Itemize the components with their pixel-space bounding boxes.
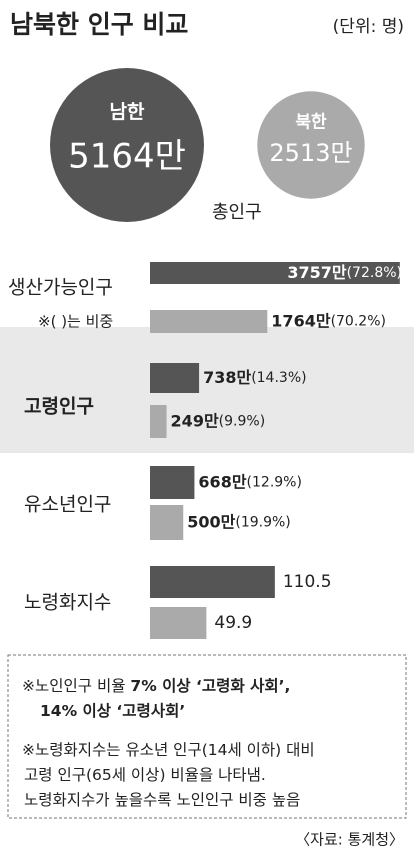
group-label: 고령인구 [24, 396, 94, 418]
note-line: ※노령화지수는 유소년 인구(14세 이하) 대비 [22, 741, 315, 759]
total-caption: 총인구 [212, 202, 262, 223]
note-line: 고령 인구(65세 이상) 비율을 나타냄. [24, 766, 266, 784]
bar [150, 607, 207, 639]
total-name: 북한 [295, 112, 327, 132]
value-text: 668만 [198, 472, 246, 491]
note-line: ※노인인구 비율 7% 이상 ‘고령화 사회’, [22, 676, 290, 695]
value-label: 500만(19.9%) [187, 512, 291, 531]
title: 남북한 인구 비교 [10, 10, 188, 39]
value-text: 1764만 [271, 311, 331, 330]
total-circle [257, 91, 365, 199]
value-text: 3757만 [287, 263, 347, 282]
source: 〈자료: 통계청〉 [295, 831, 404, 849]
share-text: (12.9%) [247, 475, 302, 491]
bar [150, 363, 200, 393]
group-label: 생산가능인구 [8, 277, 113, 299]
total-label: 5164만 [68, 137, 186, 177]
notes-box [7, 654, 407, 819]
unit: (단위: 명) [333, 17, 404, 37]
group-background [0, 327, 414, 453]
value-label: 110.5 [283, 572, 332, 592]
note-run: 노령화지수가 높을수록 노인인구 비중 높음 [24, 791, 300, 809]
note-line: 노령화지수가 높을수록 노인인구 비중 높음 [24, 791, 300, 809]
bar [150, 466, 195, 499]
note-line: 14% 이상 ‘고령사회’ [40, 701, 185, 720]
value-label: 738만(14.3%) [203, 368, 307, 387]
value-text: 738만 [203, 368, 251, 387]
bar [150, 505, 184, 540]
total-circle [50, 68, 204, 222]
share-text: (9.9%) [219, 414, 266, 430]
value-label: 249만(9.9%) [171, 411, 266, 430]
share-text: (14.3%) [251, 370, 306, 386]
note-run: 14% 이상 ‘고령사회’ [40, 701, 185, 720]
share-text: (72.8%) [347, 265, 402, 281]
value-label: 49.9 [214, 613, 252, 633]
bar [150, 262, 400, 284]
total-name: 남한 [110, 101, 145, 123]
value-text: 500만 [187, 512, 235, 531]
value-label: 1764만(70.2%) [271, 311, 386, 330]
note-run: 7% 이상 ‘고령화 사회’, [130, 676, 290, 695]
value-label: 3757만(72.8%) [287, 263, 402, 282]
note-run: ※노인인구 비율 [22, 677, 130, 695]
value-text: 249만 [171, 411, 219, 430]
share-text: (70.2%) [331, 314, 386, 330]
bar [150, 566, 275, 598]
group-label: 유소년인구 [24, 494, 111, 516]
bar [150, 405, 167, 438]
total-label: 2513만 [269, 139, 352, 167]
note-run: 고령 인구(65세 이상) 비율을 나타냄. [24, 766, 266, 784]
group-label: 노령화지수 [24, 592, 111, 614]
share-text: (19.9%) [235, 515, 290, 531]
note-run: ※노령화지수는 유소년 인구(14세 이하) 대비 [22, 741, 315, 759]
bar [150, 310, 268, 333]
group-sublabel: ※( )는 비중 [38, 313, 113, 331]
value-label: 668만(12.9%) [198, 472, 302, 491]
